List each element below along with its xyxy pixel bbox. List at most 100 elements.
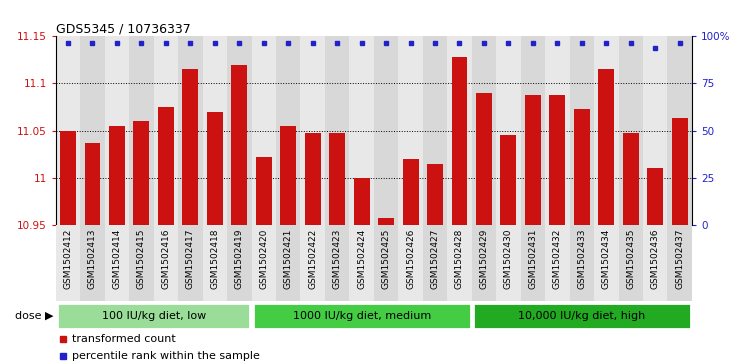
Bar — [158, 107, 174, 225]
Text: GSM1502426: GSM1502426 — [406, 229, 415, 289]
Text: 1000 IU/kg diet, medium: 1000 IU/kg diet, medium — [292, 311, 431, 321]
Bar — [56, 36, 80, 225]
Text: GSM1502415: GSM1502415 — [137, 229, 146, 289]
Bar — [423, 225, 447, 301]
Bar — [353, 178, 370, 225]
Bar — [182, 69, 199, 225]
Bar — [301, 225, 325, 301]
Bar — [178, 225, 202, 301]
Bar — [350, 36, 374, 225]
Bar — [305, 132, 321, 225]
Text: GSM1502434: GSM1502434 — [602, 229, 611, 289]
Text: GSM1502416: GSM1502416 — [161, 229, 170, 289]
Bar — [207, 112, 222, 225]
Bar — [154, 225, 178, 301]
Text: GSM1502435: GSM1502435 — [626, 229, 635, 289]
Text: GSM1502425: GSM1502425 — [382, 229, 391, 289]
Bar — [105, 36, 129, 225]
Text: GSM1502421: GSM1502421 — [283, 229, 292, 289]
Bar — [525, 95, 541, 225]
FancyBboxPatch shape — [253, 303, 470, 329]
Text: GSM1502427: GSM1502427 — [431, 229, 440, 289]
Bar — [85, 143, 100, 225]
Bar — [256, 157, 272, 225]
Bar — [452, 57, 467, 225]
Bar — [276, 36, 301, 225]
Bar — [618, 225, 643, 301]
Bar — [133, 121, 150, 225]
Bar — [667, 225, 692, 301]
Bar — [672, 118, 687, 225]
Bar — [574, 109, 590, 225]
Text: GSM1502429: GSM1502429 — [479, 229, 489, 289]
Bar — [427, 164, 443, 225]
Bar — [280, 126, 296, 225]
Bar — [276, 225, 301, 301]
Bar — [447, 36, 472, 225]
Bar — [251, 225, 276, 301]
Text: 100 IU/kg diet, low: 100 IU/kg diet, low — [101, 311, 206, 321]
Text: GSM1502412: GSM1502412 — [63, 229, 72, 289]
Text: GSM1502437: GSM1502437 — [676, 229, 684, 289]
Text: GSM1502417: GSM1502417 — [186, 229, 195, 289]
Bar — [549, 95, 565, 225]
Bar — [109, 126, 125, 225]
Bar — [251, 36, 276, 225]
Text: GSM1502433: GSM1502433 — [577, 229, 586, 289]
Bar — [154, 36, 178, 225]
Bar — [60, 131, 76, 225]
Bar — [325, 36, 350, 225]
Bar — [231, 65, 247, 225]
Bar — [374, 225, 398, 301]
Bar — [447, 225, 472, 301]
Bar — [178, 36, 202, 225]
Text: transformed count: transformed count — [71, 334, 176, 344]
Bar — [423, 36, 447, 225]
Bar — [570, 225, 594, 301]
Bar — [570, 36, 594, 225]
Text: GSM1502418: GSM1502418 — [211, 229, 219, 289]
Bar — [398, 36, 423, 225]
Text: GSM1502422: GSM1502422 — [308, 229, 317, 289]
Text: GSM1502419: GSM1502419 — [235, 229, 244, 289]
Text: 10,000 IU/kg diet, high: 10,000 IU/kg diet, high — [519, 311, 646, 321]
Bar — [545, 225, 570, 301]
Bar — [501, 135, 516, 225]
Bar — [129, 225, 154, 301]
Bar — [496, 36, 521, 225]
Bar — [403, 159, 419, 225]
Text: GSM1502430: GSM1502430 — [504, 229, 513, 289]
Bar — [378, 217, 394, 225]
Bar — [472, 225, 496, 301]
Bar — [398, 225, 423, 301]
Text: GSM1502431: GSM1502431 — [528, 229, 537, 289]
Bar — [521, 225, 545, 301]
Bar — [643, 225, 667, 301]
Bar — [301, 36, 325, 225]
FancyBboxPatch shape — [57, 303, 250, 329]
Text: GSM1502420: GSM1502420 — [259, 229, 269, 289]
Text: percentile rank within the sample: percentile rank within the sample — [71, 351, 260, 361]
Bar — [545, 36, 570, 225]
Bar — [623, 132, 638, 225]
Bar — [227, 36, 251, 225]
Text: GSM1502423: GSM1502423 — [333, 229, 341, 289]
Bar — [56, 225, 80, 301]
Text: dose ▶: dose ▶ — [16, 311, 54, 321]
Bar — [329, 132, 345, 225]
Bar — [594, 225, 618, 301]
Bar — [618, 36, 643, 225]
Bar — [374, 36, 398, 225]
Text: GSM1502413: GSM1502413 — [88, 229, 97, 289]
Bar — [594, 36, 618, 225]
Bar — [129, 36, 154, 225]
Bar — [105, 225, 129, 301]
Text: GSM1502432: GSM1502432 — [553, 229, 562, 289]
Bar — [227, 225, 251, 301]
Bar — [325, 225, 350, 301]
Bar — [472, 36, 496, 225]
Text: GDS5345 / 10736337: GDS5345 / 10736337 — [56, 22, 190, 35]
Bar — [643, 36, 667, 225]
Bar — [496, 225, 521, 301]
FancyBboxPatch shape — [473, 303, 690, 329]
